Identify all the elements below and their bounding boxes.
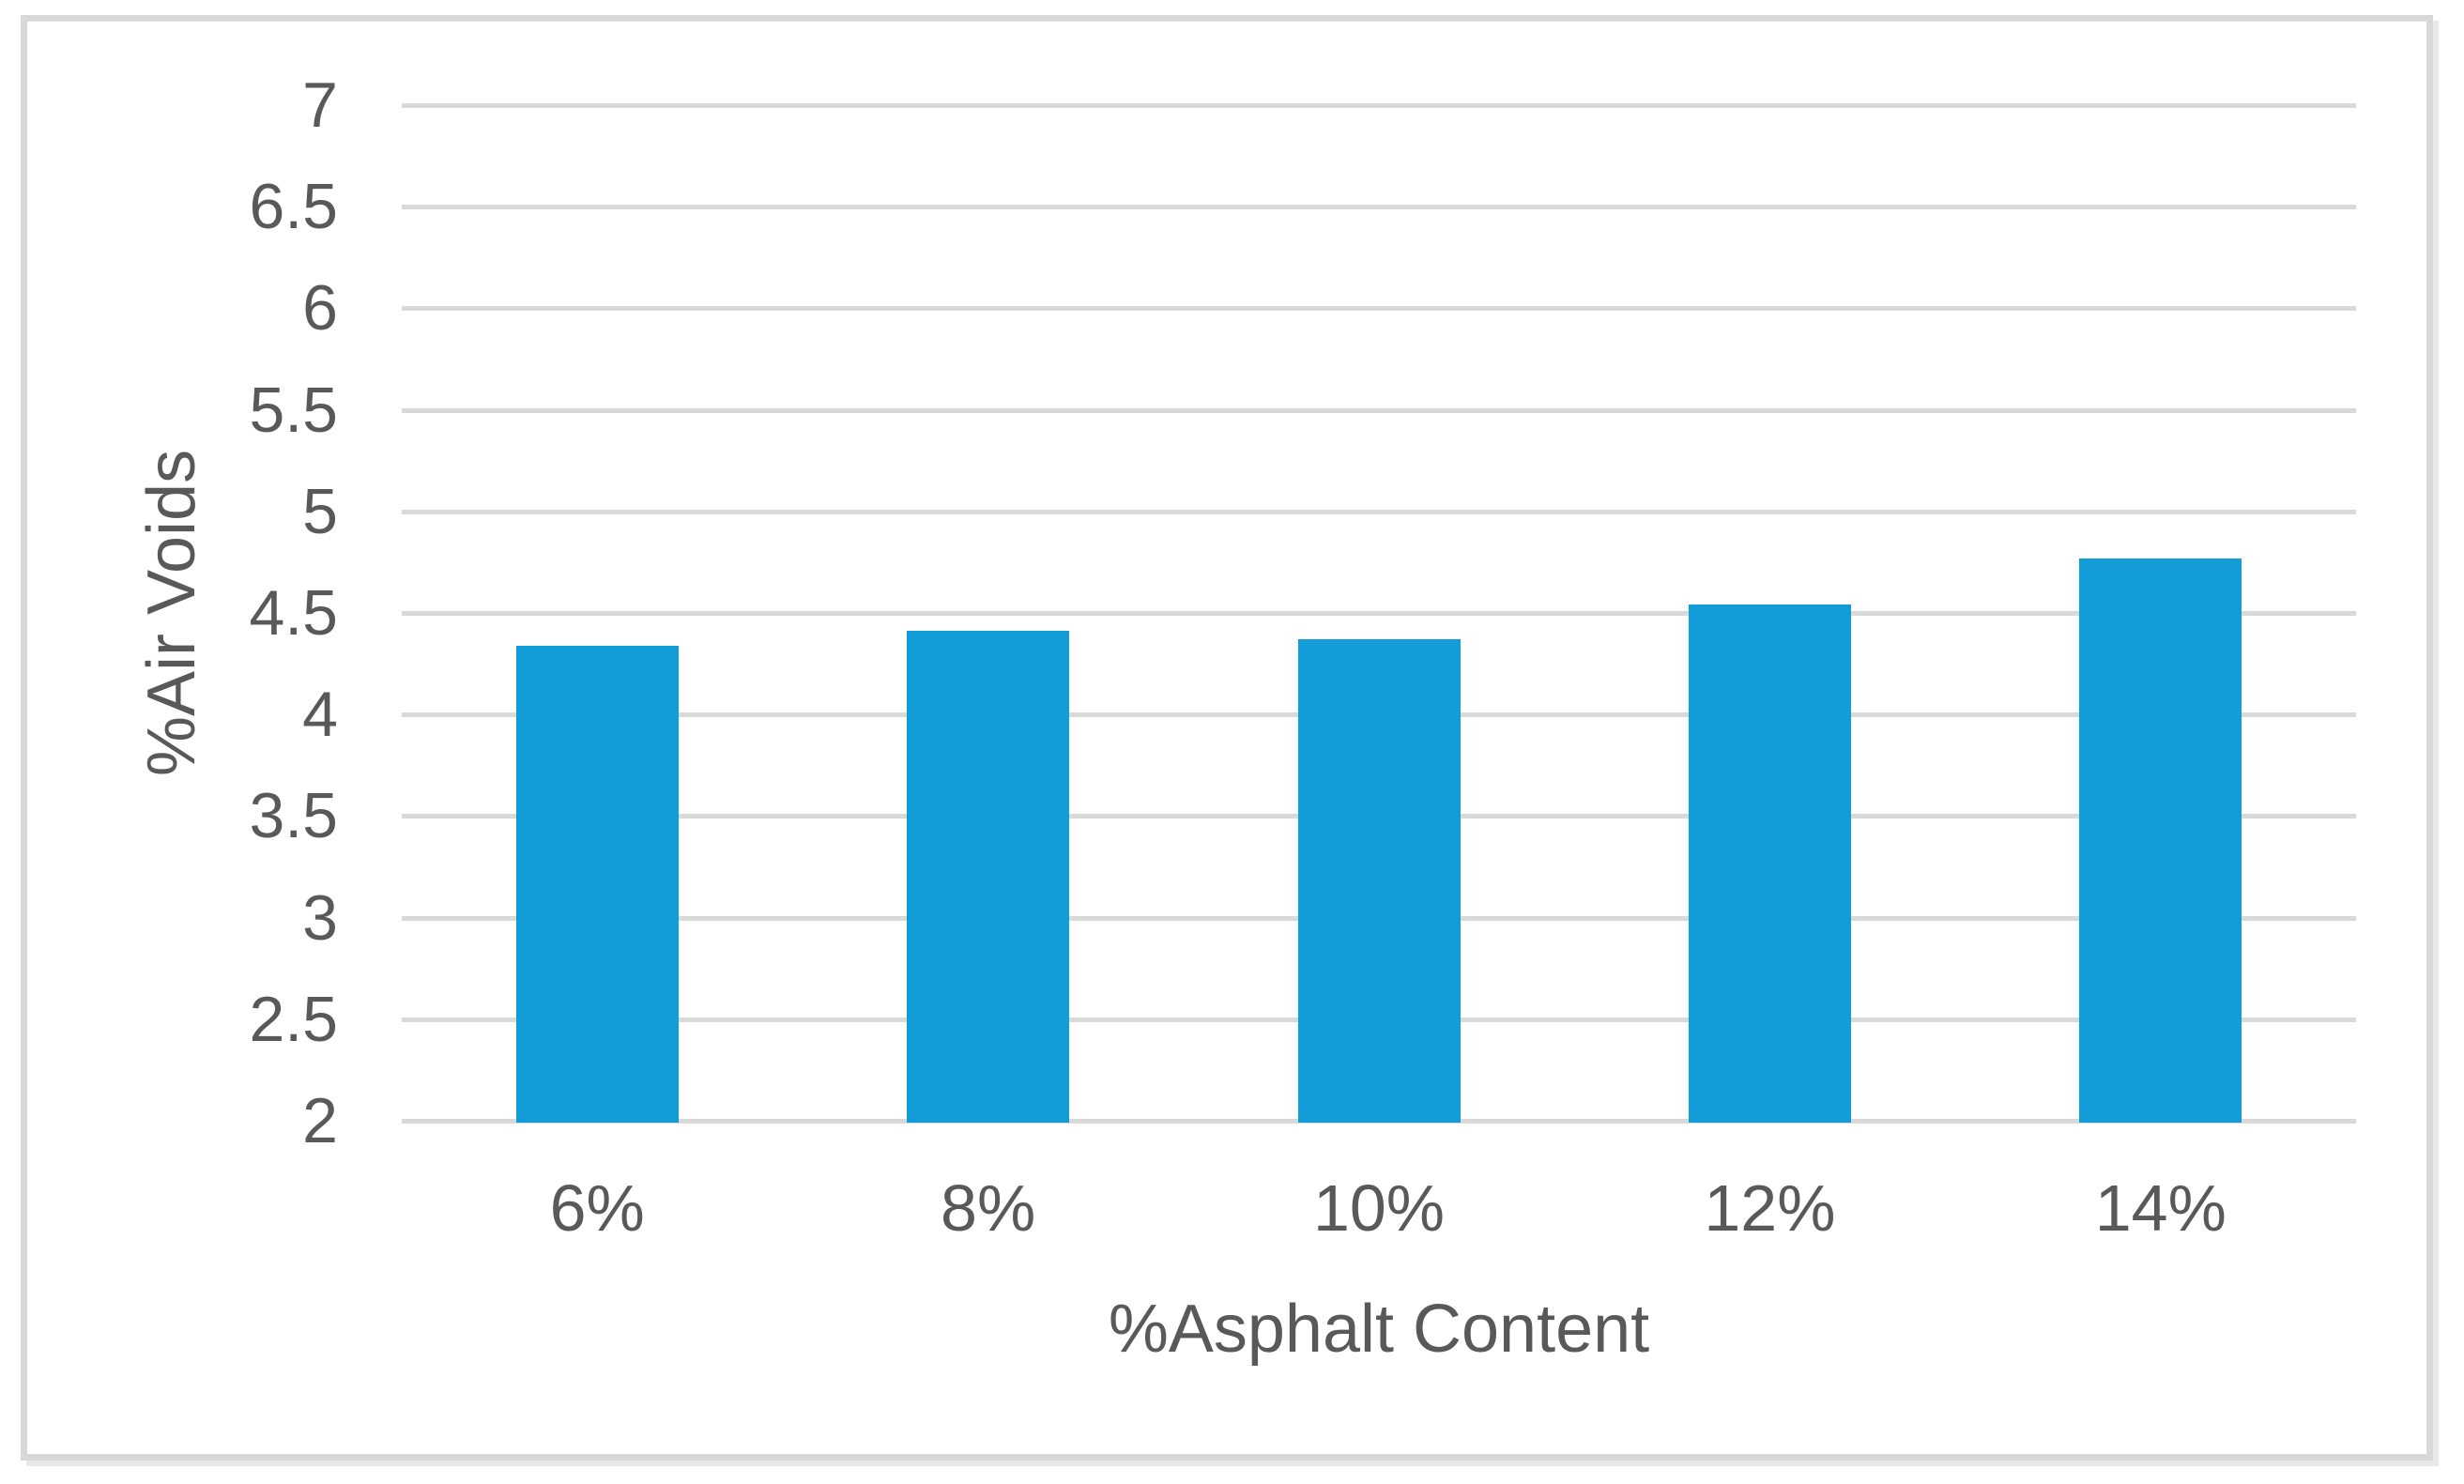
- x-axis-tick-label: 6%: [549, 1171, 645, 1245]
- bar: [2079, 558, 2242, 1123]
- gridline: [402, 306, 2356, 312]
- chart-frame: [21, 15, 2433, 1461]
- x-axis-tick-label: 12%: [1704, 1171, 1836, 1245]
- plot-area: [402, 103, 2356, 1124]
- gridline: [402, 611, 2356, 616]
- y-axis-tick-label: 2.5: [249, 983, 338, 1055]
- bar: [907, 631, 1070, 1123]
- gridline: [402, 103, 2356, 108]
- y-axis-tick-label: 3: [302, 881, 338, 954]
- y-axis-tick-label: 7: [302, 69, 338, 141]
- y-axis-title: %Air Voids: [134, 449, 209, 777]
- bar: [1297, 639, 1461, 1123]
- y-axis-tick-label: 4: [302, 679, 338, 751]
- y-axis-tick-label: 6.5: [249, 171, 338, 243]
- gridline: [402, 509, 2356, 514]
- x-axis-tick-label: 10%: [1312, 1171, 1446, 1245]
- x-axis-tick-label: 14%: [2094, 1171, 2227, 1245]
- y-axis-tick-label: 5: [302, 475, 338, 547]
- y-axis-tick-label: 3.5: [249, 780, 338, 852]
- y-axis-tick-label: 4.5: [249, 577, 338, 649]
- y-axis-tick-label: 6: [302, 272, 338, 344]
- x-axis-tick-label: 8%: [941, 1171, 1036, 1245]
- x-axis-title: %Asphalt Content: [1108, 1292, 1650, 1367]
- y-axis-tick-label: 5.5: [249, 374, 338, 446]
- gridline: [402, 407, 2356, 413]
- bar: [515, 645, 679, 1123]
- bar: [1688, 604, 1851, 1123]
- y-axis-tick-label: 2: [302, 1085, 338, 1156]
- gridline: [402, 205, 2356, 210]
